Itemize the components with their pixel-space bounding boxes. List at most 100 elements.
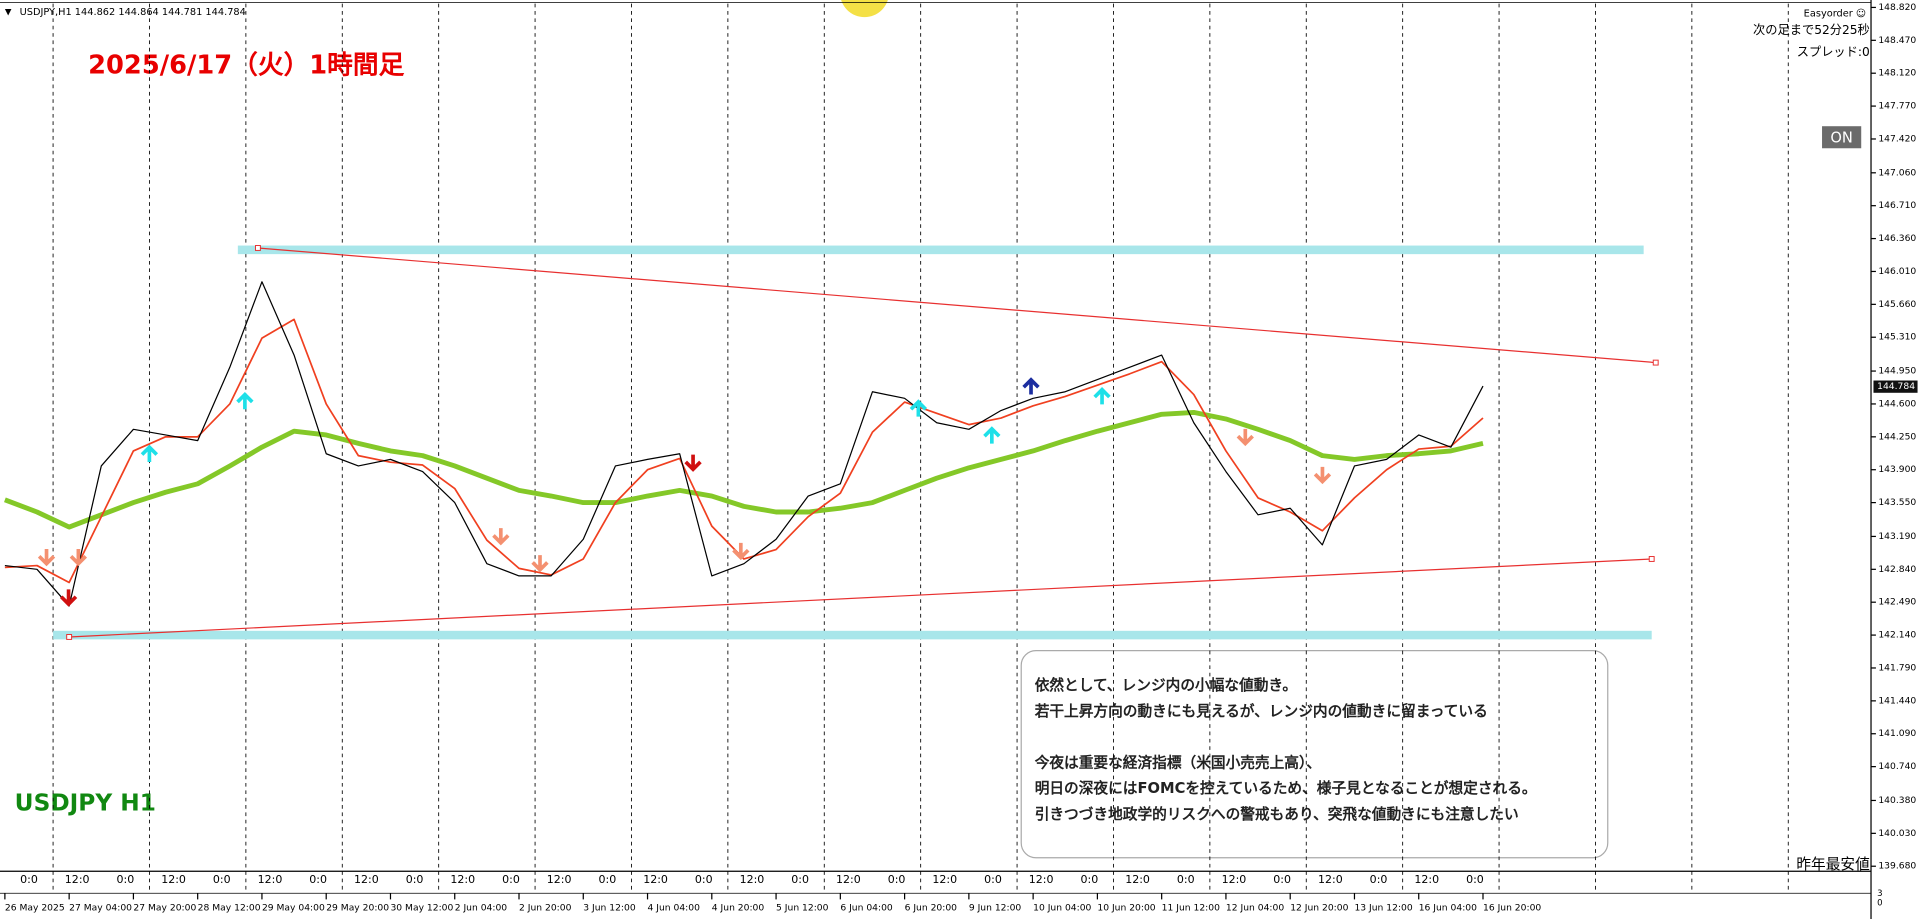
cursor-highlight <box>841 0 888 18</box>
level-band <box>53 630 1652 640</box>
y-tick-label: 147.060 <box>1878 167 1916 178</box>
moving-average <box>4 318 1484 584</box>
time-marker: 0:0 <box>1081 873 1099 886</box>
symbol-info: USDJPY,H1 144.862 144.864 144.781 144.78… <box>20 7 246 18</box>
x-tick-label: 12 Jun 04:00 <box>1226 902 1284 913</box>
time-marker: 0:0 <box>502 873 520 886</box>
time-marker: 12:0 <box>1029 873 1054 886</box>
y-tick-label: 143.900 <box>1878 464 1916 475</box>
y-tick-label: 143.190 <box>1878 531 1916 542</box>
y-tick-label: 148.470 <box>1878 35 1916 46</box>
signal-arrow <box>1236 428 1254 447</box>
signal-arrow <box>140 444 159 462</box>
x-tick-label: 11 Jun 12:00 <box>1162 902 1220 913</box>
y-tick-label: 146.010 <box>1878 266 1916 277</box>
annotation-box <box>1020 650 1609 859</box>
y-tick-label: 147.420 <box>1878 133 1916 144</box>
ea-name: Easyorder ☺ <box>1804 8 1866 19</box>
signal-arrow <box>909 399 928 417</box>
signal-arrow <box>983 426 1001 444</box>
signal-arrow <box>732 542 750 561</box>
level-label: 昨年最安値 <box>1796 856 1870 873</box>
y-tick-label: 148.820 <box>1878 2 1916 13</box>
x-tick-label: 13 Jun 12:00 <box>1354 902 1412 913</box>
x-tick-label: 4 Jun 04:00 <box>648 902 701 913</box>
y-tick-label: 139.680 <box>1878 861 1916 872</box>
x-tick-label: 12 Jun 20:00 <box>1290 902 1348 913</box>
time-marker: 12:0 <box>258 873 283 886</box>
time-marker: 12:0 <box>354 873 379 886</box>
signal-arrow <box>69 548 88 567</box>
x-tick-label: 28 May 12:00 <box>198 902 261 913</box>
y-tick-label: 142.490 <box>1878 597 1916 608</box>
time-marker: 0:0 <box>791 873 809 886</box>
time-marker: 0:0 <box>1370 873 1388 886</box>
time-marker: 12:0 <box>836 873 861 886</box>
x-tick-label: 10 Jun 04:00 <box>1033 902 1091 913</box>
time-marker: 12:0 <box>450 873 475 886</box>
trend-line <box>257 247 1656 364</box>
y-tick-label: 140.740 <box>1878 761 1916 772</box>
annotation-line: 依然として、レンジ内の小幅な値動き。 <box>1035 676 1297 694</box>
y-tick-label: 147.770 <box>1878 101 1916 112</box>
signal-arrow <box>492 528 510 546</box>
y-tick-label: 142.140 <box>1878 630 1916 641</box>
time-marker: 12:0 <box>547 873 572 886</box>
chart-subtitle: USDJPY H1 <box>15 789 156 816</box>
time-marker: 0:0 <box>309 873 327 886</box>
time-marker: 0:0 <box>20 873 38 886</box>
time-marker: 12:0 <box>1414 873 1439 886</box>
time-marker: 12:0 <box>643 873 668 886</box>
trend-handle <box>254 245 261 251</box>
trend-handle <box>66 634 73 640</box>
time-marker: 12:0 <box>740 873 765 886</box>
button-label[interactable]: ON <box>1830 129 1853 146</box>
time-marker: 0:0 <box>599 873 617 886</box>
annotation-line: 今夜は重要な経済指標（米国小売売上高）、 <box>1034 753 1321 771</box>
time-marker: 0:0 <box>213 873 231 886</box>
time-marker: 12:0 <box>932 873 957 886</box>
y-tick-label: 145.310 <box>1878 332 1916 343</box>
x-tick-label: 26 May 2025 <box>5 902 65 913</box>
x-tick-label: 4 Jun 20:00 <box>712 902 765 913</box>
time-marker: 12:0 <box>161 873 186 886</box>
signal-arrow <box>1022 377 1040 395</box>
menu-icon: ▼ <box>5 8 12 18</box>
annotation: 依然として、レンジ内の小幅な値動き。若干上昇方向の動きにも見えるが、レンジ内の値… <box>1020 650 1609 859</box>
moving-average <box>4 409 1484 530</box>
time-marker: 0:0 <box>406 873 424 886</box>
signal-arrow <box>684 454 702 472</box>
button-bg[interactable] <box>1822 126 1862 149</box>
x-tick-label: 16 Jun 20:00 <box>1483 902 1541 913</box>
x-tick-label: 3 Jun 12:00 <box>583 902 636 913</box>
y-tick-label: 141.090 <box>1878 728 1916 739</box>
time-marker: 0:0 <box>984 873 1002 886</box>
trend-handle <box>1652 359 1659 366</box>
current-price-box <box>1873 380 1918 393</box>
time-marker: 12:0 <box>65 873 90 886</box>
y-tick-label: 144.600 <box>1878 398 1916 409</box>
x-tick-label: 2 Jun 04:00 <box>455 902 508 913</box>
annotation-line: 若干上昇方向の動きにも見えるが、レンジ内の値動きに留まっている <box>1034 702 1488 720</box>
y-tick-label: 144.950 <box>1878 366 1916 377</box>
signal-arrow <box>1313 466 1332 485</box>
on-button[interactable]: ON <box>1822 126 1862 149</box>
x-tick-label: 27 May 20:00 <box>133 902 196 913</box>
x-tick-label: 30 May 12:00 <box>390 902 453 913</box>
time-marker: 0:0 <box>117 873 135 886</box>
signal-arrow <box>531 555 549 573</box>
time-marker: 0:0 <box>1466 873 1484 886</box>
y-tick-label: 143.550 <box>1878 497 1916 508</box>
level-band <box>237 245 1644 255</box>
y-tick-label: 140.380 <box>1878 795 1916 806</box>
current-price-label: 144.784 <box>1877 381 1915 392</box>
x-tick-label: 29 May 20:00 <box>326 902 389 913</box>
x-tick-label: 16 Jun 04:00 <box>1419 902 1477 913</box>
spread: スプレッド:0 <box>1797 45 1870 59</box>
x-tick-label: 5 Jun 12:00 <box>776 902 829 913</box>
y-tick-label: 142.840 <box>1878 564 1916 575</box>
y-tick-label: 144.250 <box>1878 431 1916 442</box>
time-marker: 12:0 <box>1222 873 1247 886</box>
